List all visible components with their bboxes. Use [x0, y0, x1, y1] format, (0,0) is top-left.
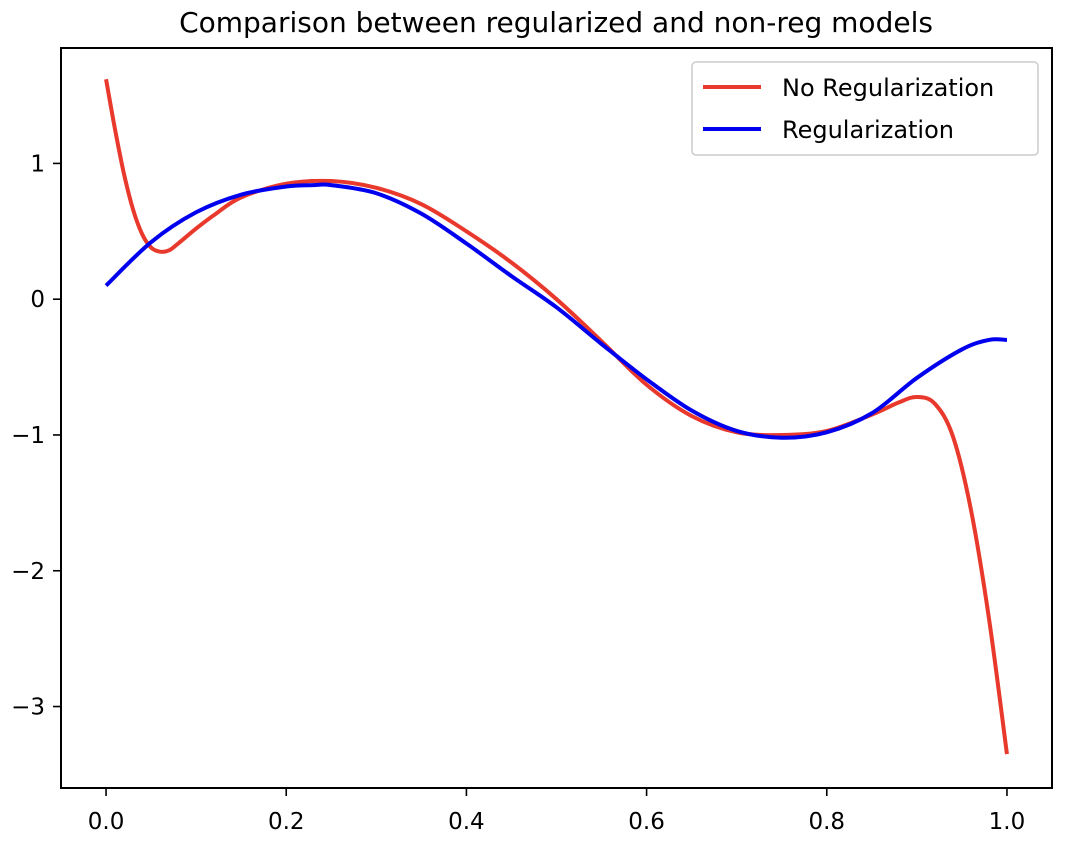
- chart-title: Comparison between regularized and non-r…: [179, 6, 933, 39]
- x-tick-label: 1.0: [989, 809, 1026, 835]
- legend-label-regularization: Regularization: [782, 116, 954, 144]
- y-tick-label: −3: [11, 695, 45, 721]
- x-tick-label: 0.6: [628, 809, 665, 835]
- y-axis: 1 0 −1 −2 −3: [11, 151, 61, 721]
- series-line-no-regularization: [104, 78, 1009, 755]
- plot-area-frame: [60, 47, 1053, 789]
- legend: No Regularization Regularization: [691, 61, 1039, 156]
- y-tick-label: −1: [11, 423, 45, 449]
- x-tick-label: 0.0: [88, 809, 125, 835]
- x-tick-label: 0.8: [808, 809, 845, 835]
- y-tick-label: −2: [11, 559, 45, 585]
- x-axis: 0.0 0.2 0.4 0.6 0.8 1.0: [88, 788, 1025, 835]
- x-tick-label: 0.4: [448, 809, 485, 835]
- y-tick-label: 0: [30, 287, 45, 313]
- plot-lines: [104, 78, 1009, 755]
- series-line-regularization: [104, 182, 1008, 440]
- legend-label-no-regularization: No Regularization: [782, 74, 994, 102]
- x-tick-label: 0.2: [268, 809, 305, 835]
- legend-box: [691, 61, 1039, 156]
- y-tick-label: 1: [30, 151, 45, 177]
